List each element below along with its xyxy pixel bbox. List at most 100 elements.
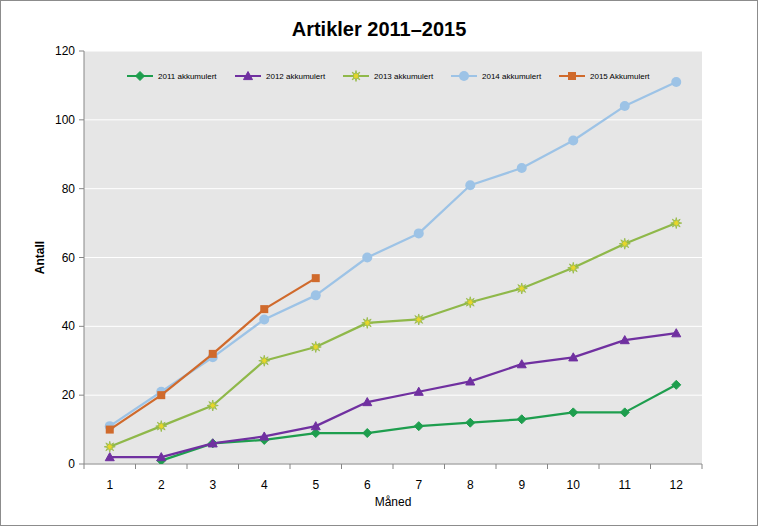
chart: 020406080100120123456789101112Artikler 2… xyxy=(0,0,758,526)
plot-marks xyxy=(104,77,682,464)
y-tick-label: 100 xyxy=(55,113,75,127)
x-tick xyxy=(599,464,600,469)
legend-label: 2011 akkumulert xyxy=(158,72,217,81)
x-tick xyxy=(393,464,394,469)
x-tick-label: 5 xyxy=(312,478,319,492)
x-tick-label: 2 xyxy=(158,478,165,492)
data-point xyxy=(671,218,682,229)
y-tick xyxy=(79,257,84,258)
x-tick-label: 3 xyxy=(209,478,216,492)
legend-marker xyxy=(351,71,362,82)
data-point xyxy=(671,77,681,87)
y-tick xyxy=(79,326,84,327)
y-tick xyxy=(79,51,84,52)
legend-marker xyxy=(244,72,253,80)
series-line xyxy=(110,223,677,447)
grid-line xyxy=(84,51,702,52)
x-tick xyxy=(290,464,291,469)
data-point xyxy=(672,329,681,337)
y-axis xyxy=(84,51,85,464)
legend-label: 2012 akkumulert xyxy=(266,72,326,81)
x-tick xyxy=(341,464,342,469)
series-line xyxy=(110,278,316,429)
y-axis-label: Antall xyxy=(33,241,47,274)
data-point xyxy=(311,290,321,300)
data-point xyxy=(157,453,166,461)
legend: 2011 akkumulert 2012 akkumulert 2013 akkum… xyxy=(127,71,650,82)
x-tick-label: 7 xyxy=(415,478,422,492)
data-point xyxy=(414,387,423,395)
data-point xyxy=(156,421,167,432)
data-point xyxy=(619,238,630,249)
data-point xyxy=(207,400,218,411)
chart-title: Artikler 2011–2015 xyxy=(292,18,467,40)
grid-line xyxy=(84,188,702,189)
legend-label: 2013 akkumulert xyxy=(374,72,434,81)
x-tick xyxy=(238,464,239,469)
data-point xyxy=(465,297,476,308)
y-tick xyxy=(79,464,84,465)
y-tick-label: 20 xyxy=(62,388,76,402)
data-point xyxy=(620,408,629,417)
data-point xyxy=(105,453,114,461)
data-point xyxy=(362,253,372,263)
data-point xyxy=(569,353,578,361)
y-tick xyxy=(79,119,84,120)
data-point xyxy=(363,429,372,438)
x-tick-label: 10 xyxy=(567,478,581,492)
legend-marker xyxy=(136,72,145,81)
grid-line xyxy=(84,119,702,120)
data-point xyxy=(414,422,423,431)
data-point xyxy=(568,135,578,145)
plot-area xyxy=(84,51,702,464)
data-point xyxy=(104,441,115,452)
data-point xyxy=(362,317,373,328)
series-line xyxy=(110,333,677,457)
legend-label: 2015 Akkumulert xyxy=(590,72,650,81)
x-tick-label: 6 xyxy=(364,478,371,492)
data-point xyxy=(465,180,475,190)
x-tick xyxy=(135,464,136,469)
data-point xyxy=(517,415,526,424)
y-tick-label: 60 xyxy=(62,251,76,265)
data-point xyxy=(517,360,526,368)
data-point xyxy=(363,398,372,406)
data-point xyxy=(413,314,424,325)
x-tick-label: 8 xyxy=(467,478,474,492)
y-tick-label: 0 xyxy=(68,457,75,471)
x-tick xyxy=(496,464,497,469)
legend-marker xyxy=(459,71,469,81)
data-point xyxy=(672,380,681,389)
data-point xyxy=(414,228,424,238)
x-tick xyxy=(84,464,85,469)
x-tick xyxy=(547,464,548,469)
data-point xyxy=(568,262,579,273)
grid-line xyxy=(84,395,702,396)
x-tick-label: 11 xyxy=(619,478,632,492)
data-point xyxy=(620,101,630,111)
data-point xyxy=(517,163,527,173)
x-tick-label: 4 xyxy=(261,478,268,492)
data-point xyxy=(106,426,114,434)
data-point xyxy=(260,432,269,440)
series-line xyxy=(161,385,676,461)
data-point xyxy=(466,377,475,385)
data-point xyxy=(516,283,527,294)
y-tick xyxy=(79,188,84,189)
y-tick-label: 40 xyxy=(62,319,76,333)
data-point xyxy=(620,336,629,344)
data-point xyxy=(569,408,578,417)
x-tick xyxy=(444,464,445,469)
y-tick-label: 120 xyxy=(55,44,75,58)
x-tick-label: 9 xyxy=(518,478,525,492)
data-point xyxy=(259,355,270,366)
x-tick xyxy=(650,464,651,469)
data-point xyxy=(157,391,165,399)
x-tick xyxy=(702,464,703,469)
series-line xyxy=(110,82,677,426)
legend-marker xyxy=(568,72,576,80)
x-tick xyxy=(187,464,188,469)
x-axis-label: Måned xyxy=(375,495,412,509)
data-point xyxy=(311,422,320,430)
x-tick-label: 12 xyxy=(670,478,684,492)
